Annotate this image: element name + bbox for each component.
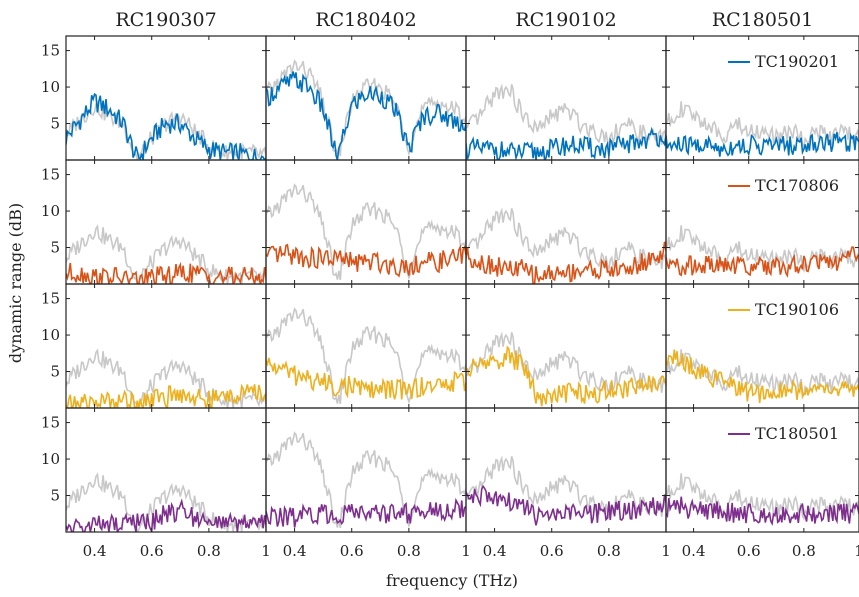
y-tick-label: 5 [50,363,60,381]
panel-r3-c4: TC190106 [665,283,859,409]
panel-r4-c2 [265,407,467,533]
reference-line [266,307,466,405]
legend-label: TC170806 [755,176,839,195]
series-line-TC180501 [666,496,859,526]
legend-label: TC190106 [755,300,839,319]
panel-frame [265,283,467,409]
x-tick-label: 0.6 [340,542,364,560]
column-title: RC180402 [315,9,416,31]
x-tick-label: 0.8 [197,542,221,560]
series-line-TC180501 [66,498,266,532]
panel-r2-c3 [465,159,667,285]
series-line-TC190106 [466,345,666,407]
reference-line [266,431,466,529]
series-line-TC180501 [466,484,666,526]
x-tick-label: 1 [461,542,471,560]
panel-r1-c3 [465,35,667,161]
column-title: RC190102 [515,9,616,31]
y-tick-label: 15 [41,42,60,60]
panel-r4-c4: TC180501 [665,407,859,533]
x-tick-labels: 0.4 0.6 0.8 1 0.4 0.6 0.8 1 0.4 0.6 0.8 1 0.4 0.6 0.8 1 [83,542,859,560]
series-line-TC190201 [666,132,859,157]
reference-line [66,472,266,532]
panel-r2-c2 [265,159,467,285]
x-tick-label: 0.6 [140,542,164,560]
y-tick-label: 15 [41,414,60,432]
series-line-TC190106 [66,383,266,408]
reference-line [66,100,266,160]
panel-r3-c1 [65,283,267,409]
series-line-TC190201 [466,126,666,160]
x-tick-label: 0.4 [283,542,307,560]
column-titles: RC190307 RC180402 RC190102 RC180501 [115,9,813,31]
y-axis-label: dynamic range (dB) [6,203,25,363]
x-tick-label: 1 [661,542,671,560]
series-line-TC190201 [266,71,466,160]
y-tick-label: 15 [41,290,60,308]
x-tick-label: 1 [854,542,859,560]
y-tick-label: 5 [50,239,60,257]
column-title: RC190307 [115,9,216,31]
panel-grid: TC190201 TC170806 TC190106 TC180501 [65,35,859,533]
reference-line [466,331,666,395]
panel-frame [665,407,859,533]
series-line-TC170806 [466,241,666,284]
column-title: RC180501 [712,9,813,31]
y-tick-label: 10 [41,450,60,468]
reference-line [466,207,666,271]
y-tick-label: 15 [41,166,60,184]
y-tick-label: 10 [41,78,60,96]
panel-r4-c3 [465,407,667,533]
reference-line [466,455,666,519]
series-line-TC170806 [66,261,266,284]
x-axis-label: frequency (THz) [386,571,518,590]
panel-r1-c2 [265,35,467,161]
panel-frame [265,35,467,161]
panel-r4-c1 [65,407,267,533]
panel-r1-c4: TC190201 [665,35,859,161]
reference-line [666,349,859,397]
reference-line [666,473,859,521]
x-tick-label: 0.4 [682,542,706,560]
y-tick-label: 10 [41,202,60,220]
panel-r3-c2 [265,283,467,409]
reference-line [466,83,666,147]
panel-frame [65,159,267,285]
panel-frame [265,407,467,533]
y-tick-label: 5 [50,115,60,133]
reference-line [266,183,466,281]
series-line-TC170806 [266,243,466,278]
panel-r3-c3 [465,283,667,409]
x-tick-label: 0.8 [397,542,421,560]
legend-label: TC190201 [755,52,839,71]
x-tick-label: 0.8 [792,542,816,560]
x-tick-label: 0.4 [483,542,507,560]
legend-label: TC180501 [755,424,839,443]
x-tick-label: 0.4 [83,542,107,560]
series-line-TC170806 [666,246,859,278]
series-line-TC190106 [666,349,859,404]
series-line-TC180501 [266,497,466,528]
panel-r2-c1 [65,159,267,285]
x-tick-label: 0.6 [540,542,564,560]
panel-frame [65,283,267,409]
y-tick-label: 5 [50,487,60,505]
y-tick-labels: 5 10 15 5 10 15 5 10 15 5 10 15 [41,42,60,505]
x-tick-label: 0.8 [597,542,621,560]
x-tick-label: 0.6 [737,542,761,560]
panel-r1-c1 [65,35,267,161]
series-line-TC190106 [266,357,466,400]
series-line-TC190201 [66,92,266,160]
y-tick-label: 10 [41,326,60,344]
x-tick-label: 1 [261,542,271,560]
reference-line [266,59,466,157]
panel-r2-c4: TC170806 [665,159,859,285]
